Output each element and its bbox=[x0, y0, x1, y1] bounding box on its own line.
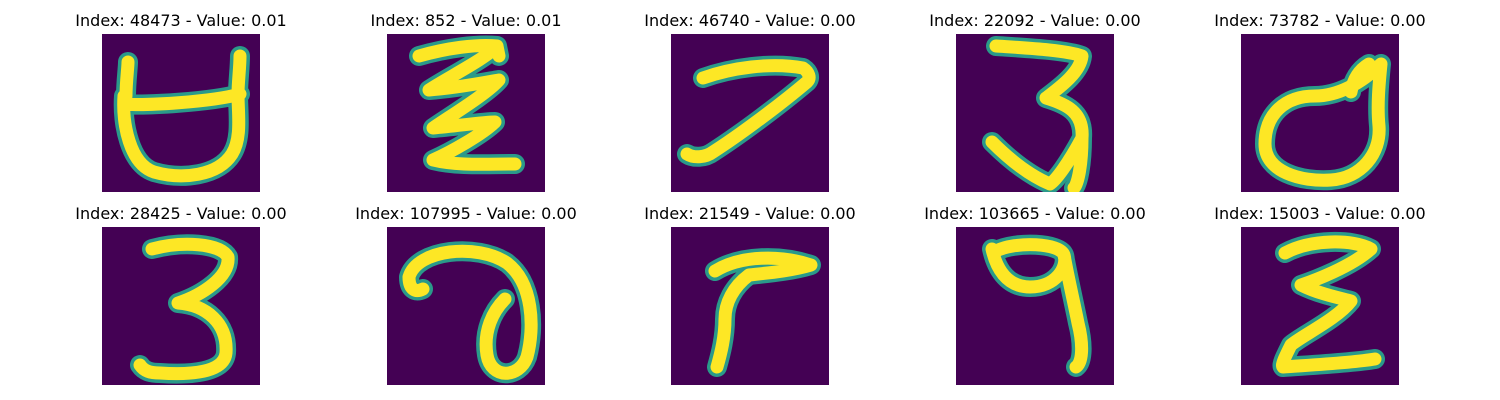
seven-glyph bbox=[671, 34, 829, 192]
glyph-image bbox=[102, 34, 260, 192]
glyph-stroke bbox=[412, 39, 522, 171]
epsilon-glyph bbox=[1241, 227, 1399, 385]
glyph-image bbox=[1241, 34, 1399, 192]
panel-title: Index: 107995 - Value: 0.00 bbox=[355, 204, 577, 223]
panel-title: Index: 852 - Value: 0.01 bbox=[370, 11, 562, 30]
panel-title: Index: 46740 - Value: 0.00 bbox=[644, 11, 856, 30]
curl-glyph bbox=[387, 227, 545, 385]
glyph-image bbox=[387, 227, 545, 385]
panel-title: Index: 103665 - Value: 0.00 bbox=[924, 204, 1146, 223]
three-glyph bbox=[102, 227, 260, 385]
glyph-stroke bbox=[985, 39, 1089, 192]
glyph-image bbox=[671, 227, 829, 385]
hook-glyph bbox=[671, 227, 829, 385]
panel-title: Index: 48473 - Value: 0.01 bbox=[75, 11, 287, 30]
glyph-stroke bbox=[133, 237, 235, 381]
panel-title: Index: 73782 - Value: 0.00 bbox=[1214, 11, 1426, 30]
panel-title: Index: 15003 - Value: 0.00 bbox=[1214, 204, 1426, 223]
glyph-stroke bbox=[680, 59, 816, 164]
glyph-stroke bbox=[1258, 57, 1388, 187]
panel-title: Index: 28425 - Value: 0.00 bbox=[75, 204, 287, 223]
glyph-image bbox=[1241, 227, 1399, 385]
three-glyph bbox=[956, 34, 1114, 192]
glyph-stroke bbox=[402, 244, 538, 380]
glyph-image bbox=[671, 34, 829, 192]
panel-title: Index: 22092 - Value: 0.00 bbox=[929, 11, 1141, 30]
glyph-image bbox=[387, 34, 545, 192]
panel-title: Index: 21549 - Value: 0.00 bbox=[644, 204, 856, 223]
nine-glyph bbox=[956, 227, 1114, 385]
glyph-image bbox=[956, 227, 1114, 385]
glyph-image bbox=[102, 227, 260, 385]
glyph-image bbox=[956, 34, 1114, 192]
open-bowl-horns-glyph bbox=[102, 34, 260, 192]
glyph-stroke bbox=[117, 49, 247, 183]
glyph-stroke bbox=[1276, 235, 1382, 374]
d-loop-glyph bbox=[1241, 34, 1399, 192]
glyph-stroke bbox=[985, 238, 1089, 374]
zigzag-glyph bbox=[387, 34, 545, 192]
glyph-stroke bbox=[708, 251, 818, 374]
